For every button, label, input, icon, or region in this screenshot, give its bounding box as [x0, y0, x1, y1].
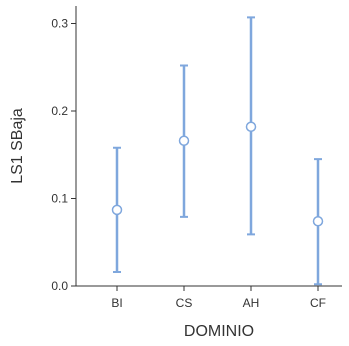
y-tick-label: 0.2: [51, 104, 68, 118]
y-tick-label: 0.0: [51, 279, 68, 293]
x-axis: BI CS AH CF: [76, 285, 342, 310]
y-tick-label: 0.3: [51, 17, 68, 31]
x-tick-label: AH: [243, 296, 260, 310]
error-bar-bi: [111, 146, 123, 273]
y-tick-label: 0.1: [51, 192, 68, 206]
error-bar-cf: [312, 158, 324, 286]
data-point: [111, 204, 123, 216]
data-point: [312, 216, 324, 227]
x-axis-title: DOMINIO: [184, 323, 254, 340]
x-tick-label: CS: [176, 296, 193, 310]
y-axis: 0.0 0.1 0.2 0.3: [51, 6, 77, 293]
y-axis-title: LS1 SBaja: [9, 108, 26, 184]
error-bars: [111, 16, 324, 286]
error-bar-cs: [178, 64, 190, 218]
error-bar-ah: [245, 16, 257, 236]
x-tick-label: CF: [310, 296, 326, 310]
data-point: [178, 135, 190, 146]
data-point: [245, 121, 257, 132]
x-tick-label: BI: [111, 296, 122, 310]
